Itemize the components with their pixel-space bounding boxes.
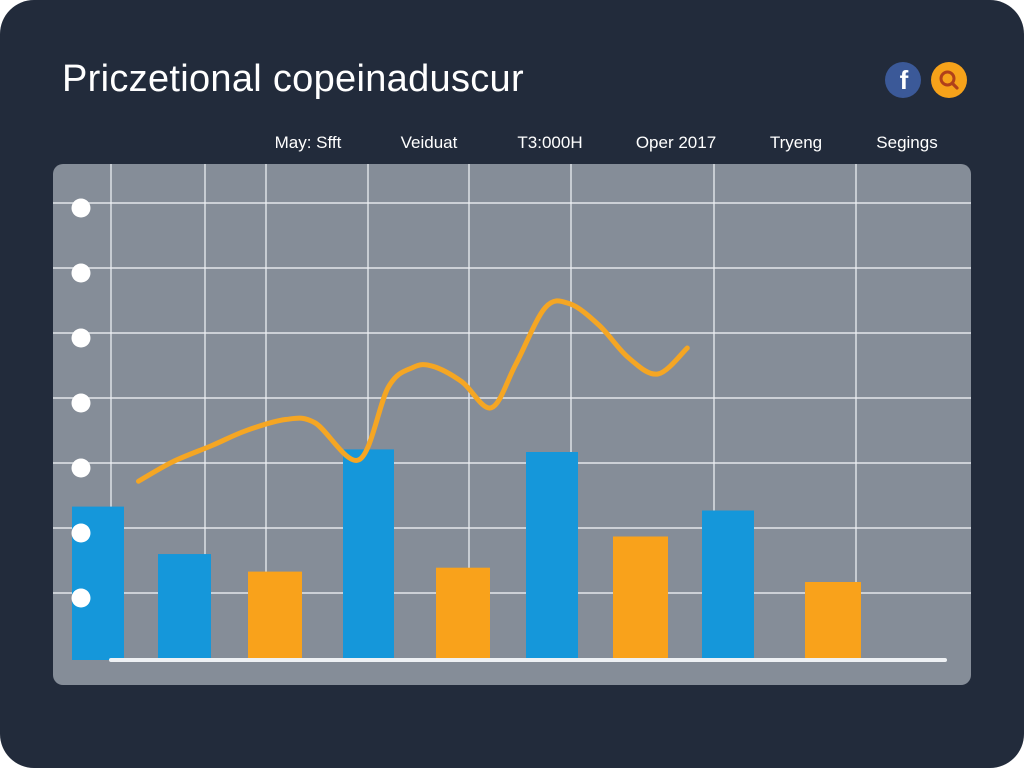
- tab-segings[interactable]: Segings: [876, 133, 938, 152]
- bar-6: [613, 536, 668, 660]
- bar-8: [805, 582, 861, 660]
- search-icon[interactable]: [931, 62, 967, 98]
- y-axis-marker-1: [71, 523, 91, 543]
- bar-3: [343, 449, 394, 660]
- bar-1: [158, 554, 211, 660]
- y-axis-marker-4: [71, 328, 91, 348]
- facebook-icon-glyph: f: [900, 65, 909, 95]
- bar-5: [526, 452, 578, 660]
- search-icon-circle: [931, 62, 967, 98]
- chart-plot-area: [53, 164, 971, 685]
- bar-4: [436, 567, 490, 660]
- y-axis-marker-2: [71, 458, 91, 478]
- chart-svg: [53, 164, 971, 662]
- tab-oper-2017[interactable]: Oper 2017: [635, 133, 717, 152]
- y-axis-marker-3: [71, 393, 91, 413]
- y-axis-marker-5: [71, 263, 91, 283]
- tab-may-sfft[interactable]: May: Sfft: [274, 133, 342, 152]
- tab-t3000h[interactable]: T3:000H: [517, 133, 583, 152]
- y-axis-marker-0: [71, 588, 91, 608]
- bar-7: [702, 510, 754, 660]
- tab-tryeng[interactable]: Tryeng: [769, 133, 823, 152]
- facebook-icon[interactable]: f: [885, 62, 921, 98]
- facebook-icon-circle: [885, 62, 921, 98]
- tab-veiduat[interactable]: Veiduat: [400, 133, 458, 152]
- series-line: [136, 298, 690, 484]
- bar-2: [248, 571, 302, 660]
- y-axis-marker-6: [71, 198, 91, 218]
- page-title: Priczetional copeinaduscur: [62, 58, 524, 100]
